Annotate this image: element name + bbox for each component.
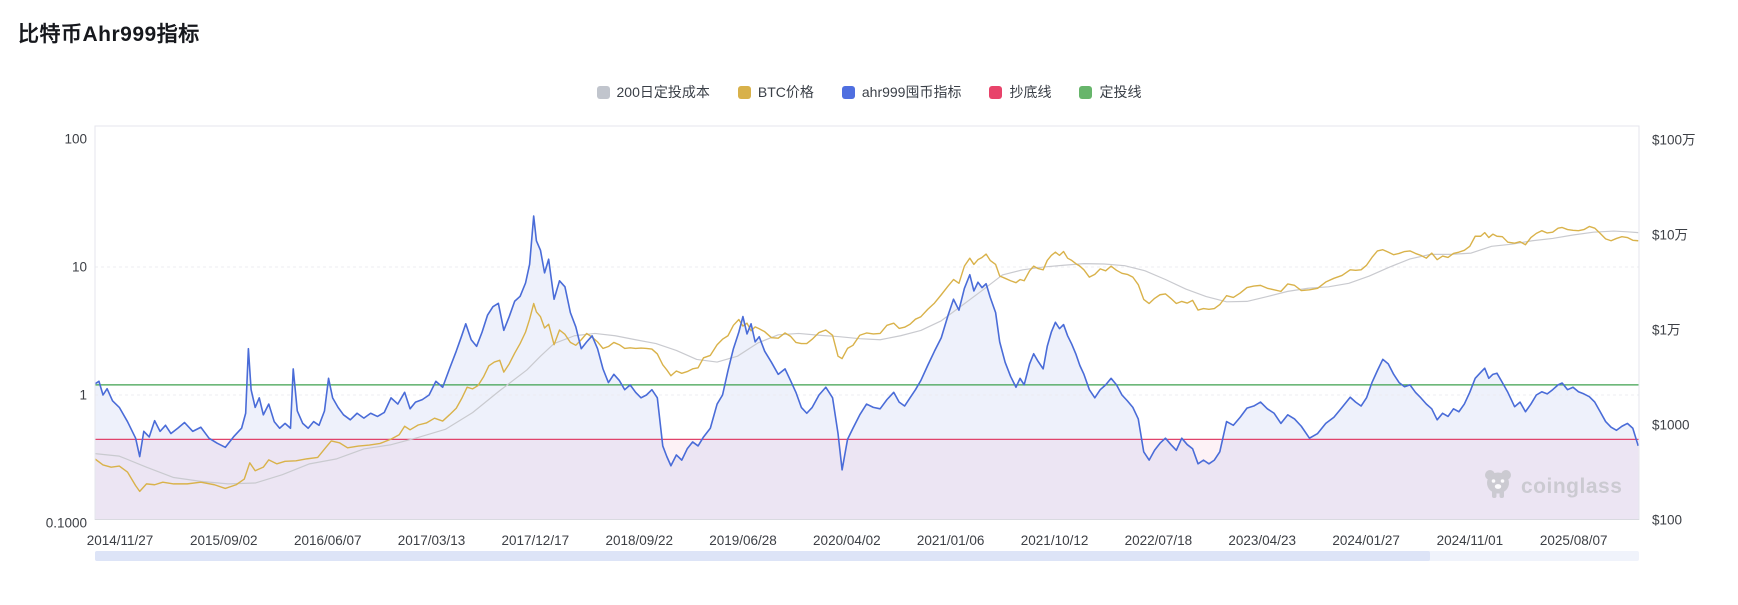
legend-swatch-icon [841,85,855,99]
x-axis-tick: 2014/11/27 [87,533,154,548]
y-axis-right-tick: $1万 [1652,323,1681,338]
legend-swatch-icon [989,85,1003,99]
legend-swatch-icon [1079,85,1093,99]
chart-legend: 200日定投成本 BTC价格 ahr999囤币指标 抄底线 定投线 [0,82,1738,102]
legend-label: BTC价格 [757,84,814,100]
y-axis-right-tick: $100 [1652,513,1682,528]
x-axis-tick: 2022/07/18 [1125,533,1193,548]
legend-swatch-icon [737,85,751,99]
x-axis-tick: 2019/06/28 [709,533,777,548]
x-axis-tick: 2021/10/12 [1021,533,1089,548]
coinglass-watermark: coinglass [1483,468,1622,505]
btc-price-line [95,225,1639,493]
x-axis-tick: 2020/04/02 [813,533,881,548]
coinglass-logo-icon [1483,468,1513,505]
legend-item-3[interactable]: 抄底线 [989,82,1051,102]
legend-label: ahr999囤币指标 [861,84,962,100]
legend-item-4[interactable]: 定投线 [1079,82,1141,102]
x-axis-tick: 2024/11/01 [1437,533,1504,548]
legend-item-1[interactable]: BTC价格 [737,82,814,102]
x-axis-tick: 2021/01/06 [917,533,985,548]
x-axis-tick: 2017/12/17 [502,533,570,548]
cost200-line [95,230,1639,485]
y-axis-left-tick: 1 [79,388,87,403]
y-axis-right-tick: $1000 [1652,418,1690,433]
y-axis-left-tick: 0.1000 [46,516,87,531]
y-axis-left-tick: 100 [64,132,87,147]
y-axis-left-tick: 10 [72,260,87,275]
legend-swatch-icon [596,85,610,99]
x-axis-tick: 2025/08/07 [1540,533,1608,548]
coinglass-watermark-text: coinglass [1521,474,1623,498]
ahr999-area [95,216,1639,520]
x-axis-tick: 2016/06/07 [294,533,362,548]
x-range-slider[interactable] [95,551,1639,561]
legend-label: 抄底线 [1009,84,1052,100]
legend-label: 200日定投成本 [616,84,710,100]
legend-item-2[interactable]: ahr999囤币指标 [841,82,962,102]
y-axis-right-tick: $10万 [1652,228,1688,243]
x-range-slider-selection[interactable] [95,551,1430,561]
y-axis-right-tick: $100万 [1652,133,1696,148]
page-title: 比特币Ahr999指标 [18,23,200,46]
ahr999-line [95,215,1639,471]
legend-label: 定投线 [1099,84,1142,100]
x-axis-tick: 2024/01/27 [1332,533,1400,548]
x-axis-tick: 2018/09/22 [605,533,673,548]
x-axis-tick: 2017/03/13 [398,533,466,548]
x-axis-tick: 2015/09/02 [190,533,258,548]
x-axis-tick: 2023/04/23 [1228,533,1296,548]
legend-item-0[interactable]: 200日定投成本 [596,82,710,102]
